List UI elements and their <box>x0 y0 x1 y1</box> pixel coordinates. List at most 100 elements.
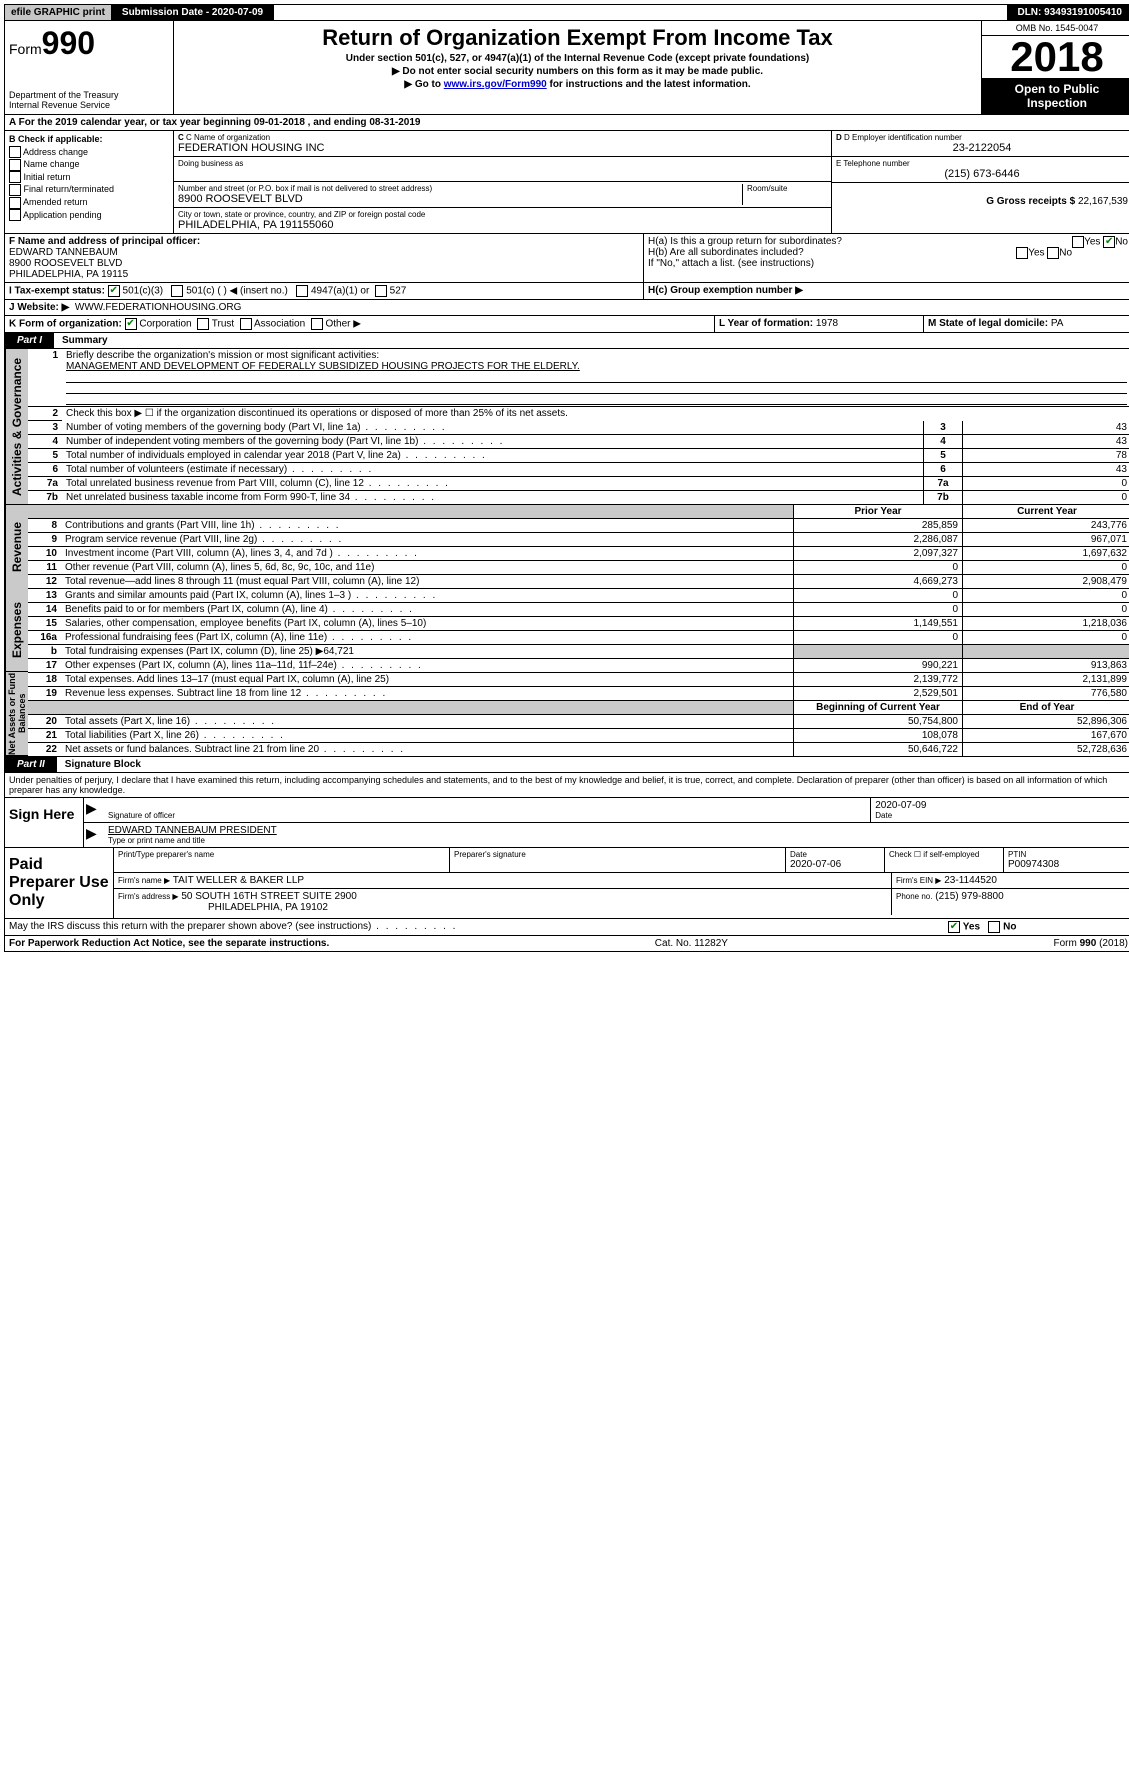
form-title: Return of Organization Exempt From Incom… <box>178 25 977 51</box>
check-address-change[interactable]: Address change <box>9 146 169 159</box>
line-16a: Professional fundraising fees (Part IX, … <box>61 631 794 645</box>
ptin-label: PTIN <box>1008 850 1128 859</box>
line-19: Revenue less expenses. Subtract line 18 … <box>61 687 794 701</box>
gross-value: 22,167,539 <box>1078 196 1128 207</box>
form-of-org-row: K Form of organization: Corporation Trus… <box>4 316 1129 333</box>
year-formation: 1978 <box>816 318 838 329</box>
val-3: 43 <box>963 421 1129 435</box>
firm-addr1: 50 SOUTH 16TH STREET SUITE 2900 <box>181 891 356 902</box>
paid-preparer-block: Paid Preparer Use Only Print/Type prepar… <box>4 848 1129 919</box>
block-b-label: B Check if applicable: <box>9 133 169 146</box>
org-name: FEDERATION HOUSING INC <box>178 142 827 154</box>
instructions-link[interactable]: www.irs.gov/Form990 <box>444 79 547 90</box>
tax-exempt-row: I Tax-exempt status: 501(c)(3) 501(c) ( … <box>4 283 1129 300</box>
line-16b: Total fundraising expenses (Part IX, col… <box>61 645 794 659</box>
preparer-name-label: Print/Type preparer's name <box>118 850 445 859</box>
val-7b: 0 <box>963 491 1129 505</box>
addr-label: Number and street (or P.O. box if mail i… <box>178 184 742 193</box>
line-8: Contributions and grants (Part VIII, lin… <box>61 519 794 533</box>
tax-year: 2018 <box>982 36 1129 78</box>
dba-label: Doing business as <box>178 159 827 168</box>
discuss-no-check[interactable] <box>988 921 1000 933</box>
check-association[interactable] <box>240 318 252 330</box>
website-link[interactable]: WWW.FEDERATIONHOUSING.ORG <box>75 302 241 313</box>
discuss-question: May the IRS discuss this return with the… <box>9 921 457 932</box>
submission-date: Submission Date - 2020-07-09 <box>112 5 274 20</box>
officer-label: F Name and address of principal officer: <box>9 236 200 247</box>
check-other[interactable] <box>311 318 323 330</box>
check-501c[interactable] <box>171 285 183 297</box>
page-footer: For Paperwork Reduction Act Notice, see … <box>4 936 1129 952</box>
financial-block: Revenue Expenses Net Assets or Fund Bala… <box>4 505 1129 757</box>
side-tab-net: Net Assets or Fund Balances <box>5 672 28 756</box>
line-22: Net assets or fund balances. Subtract li… <box>61 743 794 757</box>
footer-cat: Cat. No. 11282Y <box>655 938 728 949</box>
form-number: Form990 <box>9 25 169 62</box>
line-9: Program service revenue (Part VIII, line… <box>61 533 794 547</box>
check-application-pending[interactable]: Application pending <box>9 209 169 222</box>
col-begin-year: Beginning of Current Year <box>794 701 963 715</box>
sign-here-label: Sign Here <box>5 798 84 847</box>
form-subtitle-2: ▶ Do not enter social security numbers o… <box>178 66 977 77</box>
signature-label: Signature of officer <box>108 811 866 820</box>
line-3: Number of voting members of the governin… <box>62 421 924 435</box>
check-initial-return[interactable]: Initial return <box>9 171 169 184</box>
org-address: 8900 ROOSEVELT BLVD <box>178 193 742 205</box>
form-header: Form990 Department of the Treasury Inter… <box>4 21 1129 115</box>
footer-left: For Paperwork Reduction Act Notice, see … <box>9 938 329 949</box>
check-corporation[interactable] <box>125 318 137 330</box>
arrow-icon: ▶ <box>84 823 104 847</box>
group-return-hb: H(b) Are all subordinates included? Yes … <box>648 247 1128 258</box>
phone-label: E Telephone number <box>836 159 1128 168</box>
check-final-return[interactable]: Final return/terminated <box>9 183 169 196</box>
form-subtitle-3: ▶ Go to www.irs.gov/Form990 for instruct… <box>178 79 977 90</box>
top-bar: efile GRAPHIC print Submission Date - 20… <box>4 4 1129 21</box>
arrow-icon: ▶ <box>84 798 104 822</box>
org-name-label: C C Name of organization <box>178 133 827 142</box>
check-name-change[interactable]: Name change <box>9 158 169 171</box>
sign-block: Sign Here ▶ Signature of officer 2020-07… <box>4 798 1129 848</box>
val-6: 43 <box>963 463 1129 477</box>
line-2-discontinued: Check this box ▶ ☐ if the organization d… <box>62 407 1129 421</box>
sign-date: 2020-07-09 <box>875 800 1128 811</box>
discuss-yes-check[interactable] <box>948 921 960 933</box>
line-20: Total assets (Part X, line 16) <box>61 715 794 729</box>
preparer-date-label: Date <box>790 850 880 859</box>
part-2-header: Part II Signature Block <box>4 757 1129 773</box>
side-tab-revenue: Revenue <box>5 505 28 588</box>
line-4: Number of independent voting members of … <box>62 435 924 449</box>
col-current-year: Current Year <box>963 505 1129 519</box>
governance-block: Activities & Governance 1 Briefly descri… <box>4 349 1129 505</box>
check-amended-return[interactable]: Amended return <box>9 196 169 209</box>
group-return-hb-note: If "No," attach a list. (see instruction… <box>648 258 1128 269</box>
line-14: Benefits paid to or for members (Part IX… <box>61 603 794 617</box>
group-return-ha: H(a) Is this a group return for subordin… <box>648 236 1128 247</box>
check-4947[interactable] <box>296 285 308 297</box>
ein-label: D D Employer identification number <box>836 133 1128 142</box>
check-501c3[interactable] <box>108 285 120 297</box>
line-5: Total number of individuals employed in … <box>62 449 924 463</box>
part-1-header: Part I Summary <box>4 333 1129 349</box>
perjury-statement: Under penalties of perjury, I declare th… <box>4 773 1129 798</box>
check-trust[interactable] <box>197 318 209 330</box>
check-527[interactable] <box>375 285 387 297</box>
line-7b: Net unrelated business taxable income fr… <box>62 491 924 505</box>
self-employed-check[interactable]: Check ☐ if self-employed <box>889 850 999 859</box>
officer-print-name: EDWARD TANNEBAUM PRESIDENT <box>108 825 1128 836</box>
line-13: Grants and similar amounts paid (Part IX… <box>61 589 794 603</box>
line-12: Total revenue—add lines 8 through 11 (mu… <box>61 575 794 589</box>
firm-phone: (215) 979-8800 <box>935 891 1003 902</box>
mission-text: MANAGEMENT AND DEVELOPMENT OF FEDERALLY … <box>66 361 580 372</box>
line-a-period: A For the 2019 calendar year, or tax yea… <box>4 115 1129 131</box>
col-prior-year: Prior Year <box>794 505 963 519</box>
footer-right: Form 990 (2018) <box>1054 938 1128 949</box>
room-label: Room/suite <box>747 184 827 193</box>
identity-row: B Check if applicable: Address change Na… <box>4 131 1129 234</box>
efile-label[interactable]: efile GRAPHIC print <box>5 5 112 20</box>
officer-group-row: F Name and address of principal officer:… <box>4 234 1129 283</box>
firm-ein: 23-1144520 <box>944 875 997 886</box>
form-subtitle-1: Under section 501(c), 527, or 4947(a)(1)… <box>178 53 977 64</box>
line-21: Total liabilities (Part X, line 26) <box>61 729 794 743</box>
ptin-value: P00974308 <box>1008 859 1128 870</box>
firm-addr2: PHILADELPHIA, PA 19102 <box>208 902 328 913</box>
